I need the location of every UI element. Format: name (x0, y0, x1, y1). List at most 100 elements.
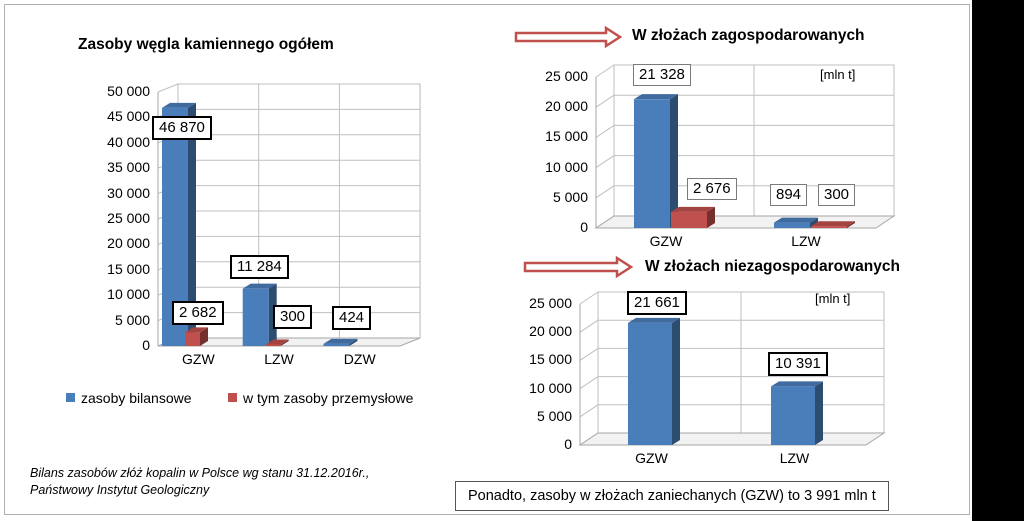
unit-label-developed: [mln t] (820, 67, 856, 82)
y-tick-label: 15 000 (529, 351, 572, 368)
y-tick-label: 5 000 (552, 188, 588, 205)
x-tick-label: DZW (343, 351, 376, 367)
slide-frame (4, 4, 970, 515)
y-tick-label: 20 000 (529, 323, 572, 340)
data-label: 300 (273, 305, 313, 329)
data-label: 11 284 (230, 255, 289, 279)
source-citation: Bilans zasobów złóż kopalin w Polsce wg … (30, 465, 369, 499)
legend-label: w tym zasoby przemysłowe (243, 390, 414, 406)
bar-top (771, 381, 823, 387)
bar-top (811, 221, 855, 227)
bar-side (280, 339, 289, 346)
y-tick-label: 15 000 (107, 260, 150, 277)
gridline-side (579, 404, 599, 418)
bar-side (810, 217, 818, 228)
chart-title-main: Zasoby węgla kamiennego ogółem (78, 36, 334, 53)
data-label: 2 676 (687, 178, 737, 200)
bar-side (707, 206, 715, 228)
bar-top (634, 94, 678, 100)
y-tick-label: 5 000 (114, 311, 150, 328)
unit-label-undeveloped: [mln t] (815, 291, 851, 306)
y-tick-label: 15 000 (545, 128, 588, 145)
data-label: 2 682 (172, 301, 224, 325)
bar-top (185, 327, 208, 333)
bar-top (671, 206, 715, 212)
gridline-side (579, 347, 599, 361)
source-line-2: Państwowy Instytut Geologiczny (30, 483, 210, 497)
bar-side (670, 94, 678, 228)
bar-side (672, 317, 680, 445)
data-label: 46 870 (152, 116, 212, 140)
bar-side (268, 283, 277, 346)
y-tick-label: 20 000 (107, 235, 150, 252)
bar-top (774, 217, 818, 223)
bar-top (323, 338, 358, 344)
source-line-1: Bilans zasobów złóż kopalin w Polsce wg … (30, 466, 370, 480)
x-tick-label: LZW (791, 233, 821, 249)
chart-title-developed: W złożach zagospodarowanych (632, 27, 865, 44)
y-tick-label: 50 000 (107, 83, 150, 99)
data-label: 894 (770, 184, 808, 206)
y-tick-label: 10 000 (529, 379, 572, 396)
y-tick-label: 25 000 (545, 68, 588, 84)
y-tick-label: 0 (580, 219, 588, 235)
bar-side (815, 381, 823, 445)
gridline-side (595, 124, 615, 138)
gridline-side (579, 319, 599, 333)
gridline-side (595, 155, 615, 169)
bar (185, 332, 200, 346)
y-tick-label: 25 000 (107, 210, 150, 226)
x-tick-label: GZW (649, 233, 683, 249)
legend-item-przemyslowe: w tym zasoby przemysłowe (228, 390, 413, 406)
x-tick-label: LZW (779, 450, 810, 466)
bar-top (162, 102, 196, 108)
bar (242, 288, 269, 346)
arrow-icon (514, 25, 623, 49)
y-tick-label: 10 000 (545, 158, 588, 175)
black-edge (972, 0, 1024, 521)
y-tick-label: 30 000 (107, 184, 150, 201)
data-label: 10 391 (768, 352, 828, 376)
bar (771, 386, 815, 445)
bar-top (628, 317, 680, 323)
bar-side (200, 327, 208, 346)
x-tick-label: GZW (635, 450, 668, 466)
note-box: Ponadto, zasoby w złożach zaniechanych (… (455, 481, 889, 511)
data-label: 300 (818, 184, 856, 206)
bar (628, 322, 672, 445)
y-tick-label: 20 000 (545, 98, 588, 115)
bar (323, 343, 350, 346)
y-tick-label: 0 (142, 337, 150, 353)
gridline-side (579, 291, 599, 305)
data-label: 21 328 (633, 64, 691, 86)
bar-side (349, 338, 358, 346)
bar (265, 344, 281, 346)
data-label: 21 661 (627, 291, 687, 315)
gridline-side (595, 185, 615, 199)
chart-title-undeveloped: W złożach niezagospodarowanych (645, 258, 900, 275)
bar (811, 226, 847, 228)
bar-side (847, 221, 855, 228)
gridline-side (157, 83, 179, 93)
y-tick-label: 0 (564, 436, 572, 452)
y-tick-label: 35 000 (107, 159, 150, 176)
arrow-icon (523, 255, 634, 279)
legend-swatch-blue (66, 393, 75, 402)
y-tick-label: 10 000 (107, 286, 150, 303)
legend-swatch-red (228, 393, 237, 402)
bar-side (188, 102, 196, 347)
bar (774, 222, 810, 228)
y-tick-label: 5 000 (536, 407, 572, 424)
gridline-side (595, 64, 615, 78)
gridline-side (595, 94, 615, 108)
gridline-side (579, 376, 599, 390)
bar-top (242, 283, 277, 289)
data-label: 424 (332, 306, 372, 330)
legend-label: zasoby bilansowe (81, 390, 192, 406)
legend-item-bilansowe: zasoby bilansowe (66, 390, 192, 406)
bar-top (265, 339, 289, 345)
bar (671, 211, 707, 228)
x-tick-label: LZW (264, 351, 294, 367)
chart-floor (578, 432, 886, 446)
x-tick-label: GZW (182, 351, 215, 367)
